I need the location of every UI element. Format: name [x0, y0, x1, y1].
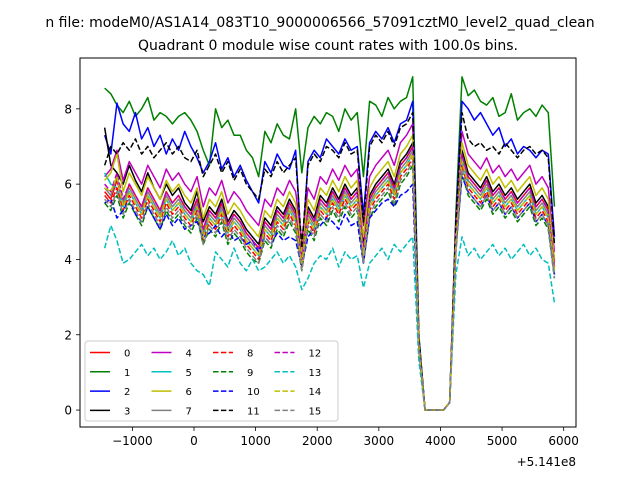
y-tick-label-2: 4 — [64, 253, 72, 267]
legend-label-2: 2 — [124, 387, 130, 398]
x-tick-label-3: 2000 — [302, 434, 333, 448]
legend-label-6: 6 — [186, 387, 192, 398]
x-axis: −1000 0 1000 2000 3000 4000 5000 6000 — [112, 427, 579, 448]
x-tick-label-4: 3000 — [364, 434, 395, 448]
x-tick-label-2: 1000 — [240, 434, 271, 448]
series-line-3 — [103, 127, 556, 411]
series-line-15 — [104, 160, 556, 411]
legend-label-13: 13 — [309, 368, 322, 379]
legend-label-9: 9 — [247, 368, 253, 379]
series-line-9 — [104, 164, 556, 411]
series-line-8 — [104, 157, 556, 411]
x-tick-label-5: 4000 — [425, 434, 456, 448]
series-line-10 — [104, 175, 556, 411]
series-layer — [103, 76, 556, 411]
series-line-1 — [104, 76, 556, 411]
legend-label-7: 7 — [186, 406, 192, 417]
y-tick-label-4: 8 — [64, 102, 72, 116]
legend-label-5: 5 — [186, 368, 192, 379]
legend-label-14: 14 — [309, 387, 322, 398]
x-tick-label-1: 0 — [190, 434, 198, 448]
legend-label-3: 3 — [124, 406, 130, 417]
series-line-4 — [104, 123, 556, 411]
legend-label-4: 4 — [186, 349, 192, 360]
series-line-7 — [104, 149, 556, 411]
series-line-12 — [104, 145, 556, 411]
chart-suptitle: n file: modeM0/AS1A14_083T10_9000006566_… — [45, 15, 594, 31]
legend-label-11: 11 — [247, 406, 260, 417]
series-line-6 — [104, 134, 556, 411]
series-line-14 — [104, 153, 556, 411]
legend-label-8: 8 — [247, 349, 253, 360]
legend-label-12: 12 — [309, 349, 322, 360]
legend-label-10: 10 — [247, 387, 260, 398]
y-tick-label-1: 2 — [64, 328, 72, 342]
x-tick-label-6: 5000 — [487, 434, 518, 448]
plot-frame — [79, 57, 577, 428]
legend-label-1: 1 — [124, 368, 130, 379]
y-axis: 0 2 4 6 8 — [64, 102, 80, 418]
legend-label-15: 15 — [309, 406, 322, 417]
x-tick-label-7: 6000 — [548, 434, 579, 448]
y-tick-label-0: 0 — [64, 404, 72, 418]
x-tick-label-0: −1000 — [112, 434, 153, 448]
y-tick-label-3: 6 — [64, 178, 72, 192]
series-line-13 — [103, 224, 556, 411]
x-offset-label: +5.141e8 — [517, 455, 576, 469]
legend-frame — [84, 340, 339, 422]
chart-title: Quadrant 0 module wise count rates with … — [138, 38, 518, 54]
legend-label-0: 0 — [124, 349, 130, 360]
